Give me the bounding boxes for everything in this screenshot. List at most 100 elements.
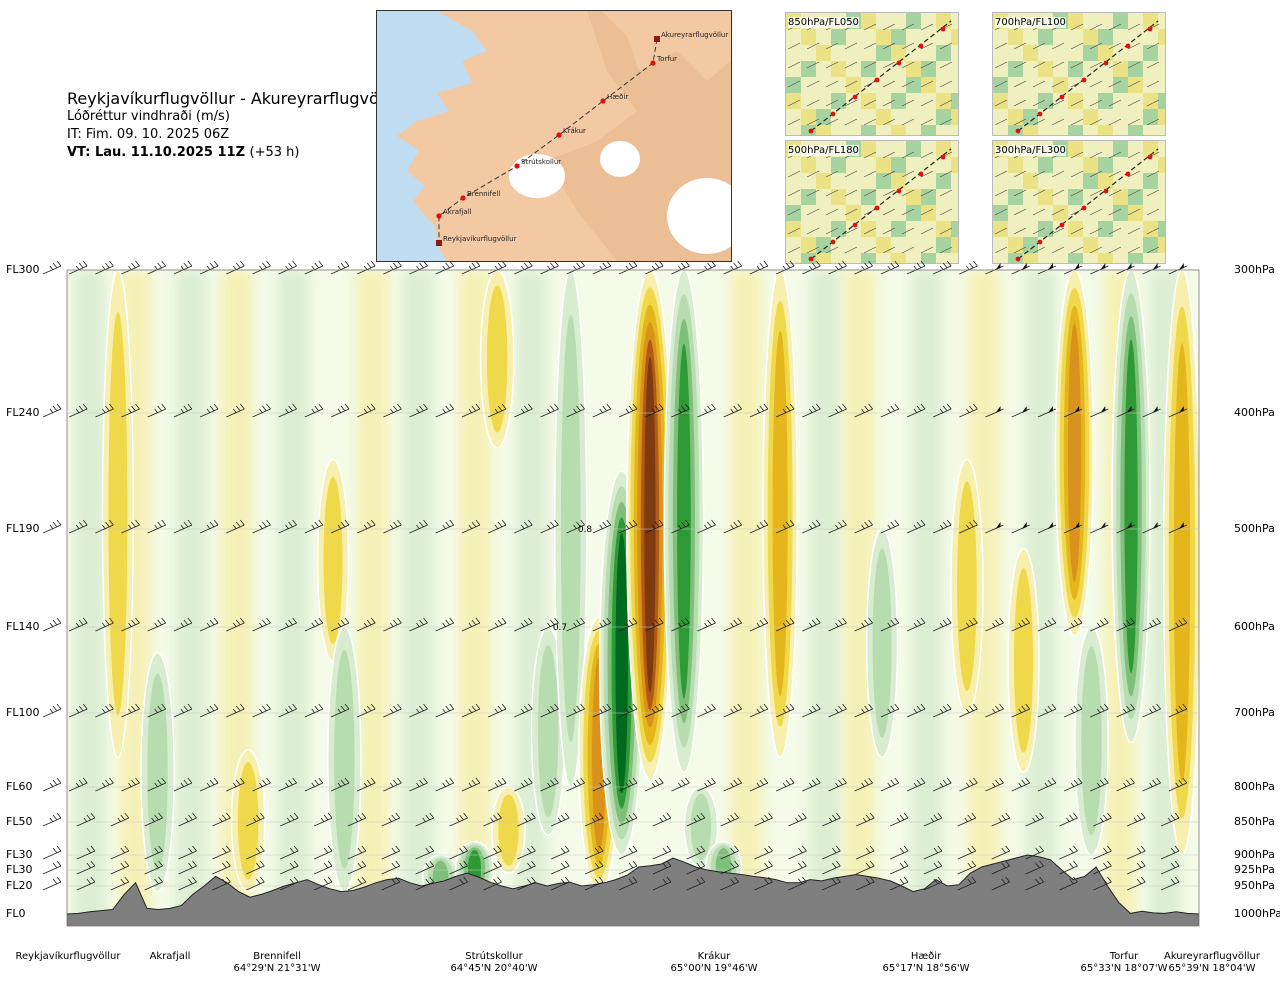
wind-barb-shaft [551,850,570,860]
mini-map-cell [786,189,801,205]
mini-map-cell [1158,13,1165,29]
wind-barb-feather [255,847,261,854]
mini-map-cell [1023,29,1038,45]
wind-barb-shaft [147,782,166,792]
wind-barb-feather [463,876,468,883]
wind-barb-feather [262,521,267,528]
wind-barb-feather [154,622,159,628]
wind-barb [514,519,533,534]
wind-barb-shaft [76,850,96,860]
mini-map-barb [1051,80,1065,88]
wind-barb-shaft [671,408,690,418]
wind-barb-feather [187,777,193,784]
wind-barb-feather [442,524,447,530]
wind-barb-feather [239,617,245,624]
wind-barb-feather [1103,777,1109,784]
wind-barb-feather [1099,705,1105,712]
wind-barb [551,812,570,827]
wind-barb [1011,617,1031,632]
flight-level-tick: FL240 [6,406,40,419]
mini-map-cell [921,237,936,253]
wind-barb-shaft [1025,850,1044,860]
wind-barb-feather [606,777,612,784]
mini-map-cell [816,157,831,173]
wind-barb-feather [188,847,193,854]
map-route [438,38,658,243]
wind-barb-pennant [1100,406,1106,413]
wind-barb [280,876,299,891]
mini-map-barb [920,208,934,216]
mini-map-cell [1038,61,1053,77]
wind-barb-feather [266,777,271,784]
wind-barb-pennant [1178,263,1184,270]
wind-barb [357,703,376,718]
wind-barb-feather [835,812,841,819]
wind-barb-feather [292,519,297,526]
mini-map-cell [1008,253,1023,263]
wind-barb-feather [109,519,114,526]
wind-barb-feather [730,782,735,788]
wind-barb-shaft [514,782,533,792]
wind-barb-feather [967,862,973,869]
mini-map-cell [1038,253,1053,263]
mini-map-cell [921,221,936,237]
wind-barb-feather [393,262,398,269]
mini-map-barb [844,189,858,197]
wind-barb-feather [835,860,841,867]
wind-barb-feather [161,260,167,267]
wind-barb-shaft [584,850,604,860]
wind-barb-feather [183,521,189,528]
wind-barb-feather [651,708,656,714]
mini-map-station-marker [874,205,880,211]
mini-map-cell [1098,29,1113,45]
wind-barb-feather [157,521,163,528]
mini-map-cell [786,157,801,173]
mini-map-cell [951,205,958,221]
wind-barb [584,812,604,827]
wind-barb [449,812,468,827]
mini-map-cell [1038,93,1053,109]
wind-barb-feather [798,862,803,869]
wind-barb [110,845,130,860]
mini-map-cell [993,77,1008,93]
wind-barb-feather [835,408,839,414]
wind-barb-shaft [487,708,507,718]
wind-barb-feather [158,812,163,819]
mini-map-label: 700hPa/FL100 [995,17,1066,28]
mini-map-barb [844,42,858,50]
wind-barb-feather [573,708,577,714]
wind-barb-feather [157,705,163,712]
mini-map-cell [876,173,891,189]
wind-barb-feather [497,619,503,626]
mini-map-barb [844,61,858,69]
wind-barb-shaft [775,708,795,718]
mini-map-cell [1023,61,1038,77]
wind-barb-feather [937,876,943,883]
wind-barb-shaft [856,881,875,891]
vertical-wind-cell [498,794,519,866]
mini-map-barb [1108,227,1122,235]
mini-map-barb [844,118,858,126]
wind-barb-feather [602,619,608,626]
wind-barb-feather [838,405,843,412]
wind-barb [415,845,435,860]
mini-map-graphic [786,141,958,263]
mini-map-cell [1083,45,1098,61]
wind-barb-feather [1039,860,1044,867]
wind-barb [854,519,873,534]
wind-barb-feather [764,862,769,869]
wind-barb-shaft [95,708,114,718]
wind-barb-feather [1175,622,1180,628]
wind-barb-feather [999,777,1004,784]
wind-barb [906,519,926,534]
mini-map-cell [993,45,1008,61]
wind-barb-feather [564,876,570,883]
wind-barb-feather [82,617,88,624]
wind-barb-shaft [357,708,376,718]
mini-map-300: 300hPa/FL300 [992,140,1166,264]
wind-barb-feather [942,262,948,269]
wind-barb [906,403,926,418]
mini-map-cell [1053,61,1068,77]
wind-barb-feather [292,703,297,710]
wind-barb-feather [232,708,237,714]
